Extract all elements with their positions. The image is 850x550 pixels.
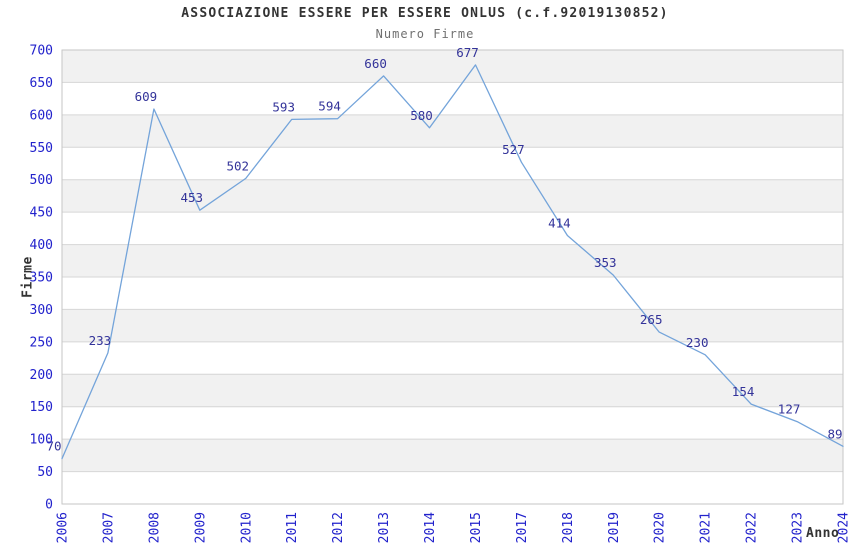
plot-border [61, 49, 844, 505]
y-tick-label: 450 [30, 206, 53, 221]
chart-title: ASSOCIAZIONE ESSERE PER ESSERE ONLUS (c.… [181, 6, 669, 21]
stripe-band [62, 179, 843, 213]
y-tick-label: 400 [30, 238, 53, 253]
data-point-label: 580 [410, 108, 433, 123]
data-point-label: 593 [272, 99, 295, 114]
x-tick-label: 2006 [56, 512, 71, 543]
y-axis-title: Firme [20, 256, 36, 298]
y-tick-label: 500 [30, 173, 53, 188]
x-tick-label: 2011 [285, 512, 300, 543]
data-point-label: 677 [456, 45, 479, 60]
y-tick-label: 350 [30, 271, 53, 286]
y-tick-label: 150 [30, 400, 53, 415]
x-tick-label: 2018 [561, 512, 576, 543]
data-point-label: 89 [827, 426, 842, 441]
y-tick-label: 250 [30, 335, 53, 350]
y-tick-label: 650 [30, 76, 53, 91]
x-tick-label: 2010 [239, 512, 254, 543]
data-point-label: 453 [181, 190, 204, 205]
y-tick-label: 300 [30, 303, 53, 318]
stripe-band [62, 309, 843, 342]
x-tick-label: 2007 [101, 512, 116, 543]
data-point-label: 660 [364, 56, 387, 71]
x-tick-label: 2013 [377, 512, 392, 543]
x-tick-label: 2021 [699, 512, 714, 543]
stripe-band [62, 114, 843, 148]
stripe-band [62, 439, 843, 472]
stripe-band [62, 244, 843, 277]
data-point-label: 609 [135, 89, 158, 104]
x-tick-label: 2020 [653, 512, 668, 543]
chart-subtitle: Numero Firme [375, 27, 475, 41]
x-tick-label: 2014 [423, 512, 438, 543]
stripe-band [62, 50, 843, 83]
data-point-label: 502 [227, 158, 250, 173]
x-tick-label: 2024 [837, 512, 850, 543]
x-tick-label: 2012 [331, 512, 346, 543]
x-tick-label: 2017 [515, 512, 530, 543]
y-tick-label: 550 [30, 141, 53, 156]
data-point-label: 594 [318, 99, 341, 114]
y-tick-label: 100 [30, 433, 53, 448]
data-point-label: 233 [89, 333, 112, 348]
y-tick-label: 50 [37, 465, 53, 480]
x-axis-title: Anno [806, 526, 840, 541]
x-tick-label: 2023 [791, 512, 806, 543]
data-point-label: 70 [46, 439, 61, 454]
data-point-label: 414 [548, 216, 571, 231]
data-point-label: 527 [502, 142, 525, 157]
data-line [61, 64, 844, 460]
x-tick-label: 2008 [147, 512, 162, 543]
data-point-label: 154 [732, 384, 755, 399]
data-point-label: 265 [640, 312, 663, 327]
stripe-band [62, 374, 843, 407]
y-tick-label: 700 [30, 44, 53, 59]
data-point-label: 353 [594, 255, 617, 270]
x-tick-label: 2022 [745, 512, 760, 543]
data-point-label: 127 [778, 402, 801, 417]
x-tick-label: 2019 [607, 512, 622, 543]
y-tick-label: 0 [45, 498, 53, 513]
y-tick-label: 600 [30, 108, 53, 123]
y-tick-label: 200 [30, 368, 53, 383]
x-tick-label: 2009 [193, 512, 208, 543]
x-tick-label: 2015 [469, 512, 484, 543]
data-point-label: 230 [686, 335, 709, 350]
